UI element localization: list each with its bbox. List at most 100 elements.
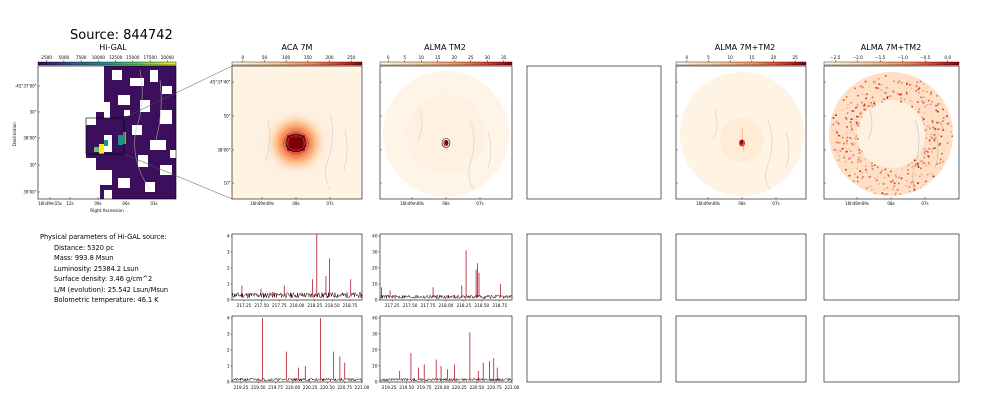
speckle-dot bbox=[872, 82, 875, 84]
speckle-dot bbox=[861, 177, 863, 180]
log-map-speckle bbox=[831, 75, 953, 196]
speckle-dot bbox=[850, 130, 852, 133]
params-heading: Physical parameters of Hi-GAL source: bbox=[40, 233, 167, 241]
speckle-dot bbox=[945, 122, 947, 124]
speckle-dot bbox=[906, 83, 908, 86]
speckle-dot bbox=[933, 126, 935, 129]
speckle-dot bbox=[850, 101, 852, 104]
speckle-dot bbox=[852, 118, 854, 120]
spectrum-baseline bbox=[231, 377, 363, 382]
speckle-dot bbox=[917, 111, 920, 114]
speckle-dot bbox=[906, 172, 908, 175]
spectrum-y-tick-label: 20 bbox=[372, 348, 378, 353]
aca-colorbar-tick-label: 150 bbox=[304, 55, 312, 60]
speckle-dot bbox=[856, 103, 859, 106]
speckle-dot bbox=[926, 91, 929, 93]
speckle-dot bbox=[887, 174, 889, 176]
spectrum-x-tick-label: 217.75 bbox=[272, 303, 287, 308]
speckle-dot bbox=[920, 167, 922, 170]
speckle-dot bbox=[889, 95, 892, 97]
higal-colorbar-tick-label: 20000 bbox=[161, 55, 175, 60]
speckle-dot bbox=[907, 169, 909, 171]
speckle-dot bbox=[917, 162, 919, 165]
speckle-dot bbox=[835, 141, 837, 144]
speckle-dot bbox=[928, 163, 930, 166]
speckle-dot bbox=[854, 173, 856, 175]
combo-x-tick-labels: 16h49m09s 08s 07s bbox=[696, 197, 780, 206]
speckle-dot bbox=[936, 163, 939, 165]
speckle-dot bbox=[900, 93, 902, 96]
speckle-dot bbox=[896, 189, 899, 191]
speckle-dot bbox=[859, 85, 861, 88]
speckle-dot bbox=[839, 150, 842, 152]
speckle-dot bbox=[921, 173, 923, 176]
speckle-dot bbox=[856, 123, 858, 125]
speckle-dot bbox=[860, 93, 863, 95]
speckle-dot bbox=[900, 177, 903, 180]
empty-spectrum-panel bbox=[526, 233, 662, 301]
speckle-dot bbox=[921, 100, 923, 103]
speckle-dot bbox=[924, 100, 926, 103]
speckle-dot bbox=[892, 90, 895, 93]
spectrum-frame bbox=[379, 315, 513, 383]
speckle-dot bbox=[936, 131, 939, 134]
speckle-dot bbox=[894, 193, 897, 196]
speckle-dot bbox=[883, 176, 886, 179]
param-surface-density: Surface density: 3.46 g/cm^2 bbox=[54, 275, 153, 283]
speckle-dot bbox=[929, 163, 931, 166]
empty-spectrum-panel bbox=[823, 315, 960, 383]
aca-colorbar-tick-label: 50 bbox=[262, 55, 268, 60]
higal-colorbar-tick-label: 5000 bbox=[59, 55, 70, 60]
speckle-dot bbox=[928, 156, 930, 158]
speckle-dot bbox=[910, 181, 912, 184]
speckle-dot bbox=[928, 139, 931, 142]
param-distance: Distance: 5320 pc bbox=[54, 243, 114, 252]
speckle-dot bbox=[853, 142, 856, 145]
speckle-dot bbox=[932, 175, 935, 178]
speckle-dot bbox=[948, 122, 950, 124]
empty-spectrum-panel bbox=[675, 233, 807, 301]
speckle-dot bbox=[930, 93, 932, 96]
aca-colorbar-ticks: 0 50 100 150 200 250 bbox=[241, 55, 355, 62]
speckle-dot bbox=[846, 112, 849, 114]
speckle-dot bbox=[885, 87, 888, 89]
speckle-dot bbox=[917, 165, 920, 167]
higal-y-tick-label: 30" bbox=[30, 110, 37, 115]
speckle-dot bbox=[845, 133, 847, 135]
speckle-dot bbox=[871, 165, 873, 167]
combo-colorbar-ticks: 0 5 10 15 20 25 bbox=[685, 55, 798, 62]
spectrum-y-tick-label: 10 bbox=[372, 282, 378, 287]
speckle-dot bbox=[861, 100, 863, 103]
spectrum-x-tick-label: 218.25 bbox=[457, 303, 472, 308]
speckle-dot bbox=[926, 127, 929, 130]
speckle-dot bbox=[896, 181, 899, 183]
speckle-dot bbox=[867, 101, 870, 104]
spectrum-y-tick-label: 40 bbox=[372, 234, 378, 239]
speckle-dot bbox=[861, 150, 863, 153]
speckle-dot bbox=[920, 96, 923, 99]
speckle-dot bbox=[863, 108, 865, 110]
speckle-dot bbox=[917, 182, 919, 184]
higal-ra-axis-label: Right Ascension bbox=[90, 208, 124, 213]
speckle-dot bbox=[854, 137, 856, 140]
speckle-dot bbox=[941, 152, 943, 155]
speckle-dot bbox=[871, 162, 873, 164]
speckle-dot bbox=[885, 75, 887, 77]
speckle-dot bbox=[843, 156, 845, 159]
speckle-dot bbox=[849, 121, 852, 124]
spectrum-frame bbox=[231, 315, 363, 383]
speckle-dot bbox=[893, 185, 896, 188]
higal-x-tick-label: 03s bbox=[150, 201, 157, 206]
speckle-dot bbox=[937, 141, 939, 144]
speckle-dot bbox=[865, 108, 867, 111]
speckle-dot bbox=[921, 153, 923, 155]
speckle-dot bbox=[868, 176, 871, 178]
spectrum-x-tick-label: 218.75 bbox=[343, 303, 358, 308]
speckle-dot bbox=[846, 140, 848, 142]
speckle-dot bbox=[919, 80, 922, 83]
speckle-dot bbox=[863, 93, 865, 95]
combo-colorbar-tick-label: 20 bbox=[771, 55, 777, 60]
speckle-dot bbox=[915, 86, 918, 88]
speckle-dot bbox=[925, 150, 928, 152]
speckle-dot bbox=[857, 161, 859, 163]
